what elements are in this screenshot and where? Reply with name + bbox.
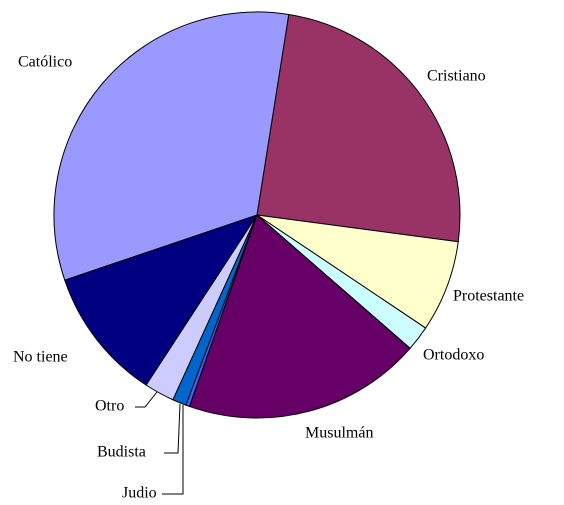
- slice-label: Cristiano: [427, 68, 486, 85]
- pie-slice: [256, 13, 461, 243]
- slice-label: Católico: [18, 54, 72, 71]
- leader-line: [162, 405, 184, 495]
- slice-label: Protestante: [453, 288, 524, 305]
- slice-label: Ortodoxo: [423, 347, 484, 364]
- slice-label: Otro: [95, 398, 124, 415]
- slice-label: Budista: [97, 444, 146, 461]
- slice-label: Musulmán: [305, 425, 373, 442]
- slice-label: Judio: [122, 485, 157, 502]
- leader-line: [164, 403, 181, 454]
- slice-label: No tiene: [13, 349, 68, 366]
- pie-slice: [64, 214, 259, 386]
- leader-line: [135, 391, 158, 408]
- pie-slice: [53, 11, 290, 281]
- pie-slice: [188, 214, 411, 419]
